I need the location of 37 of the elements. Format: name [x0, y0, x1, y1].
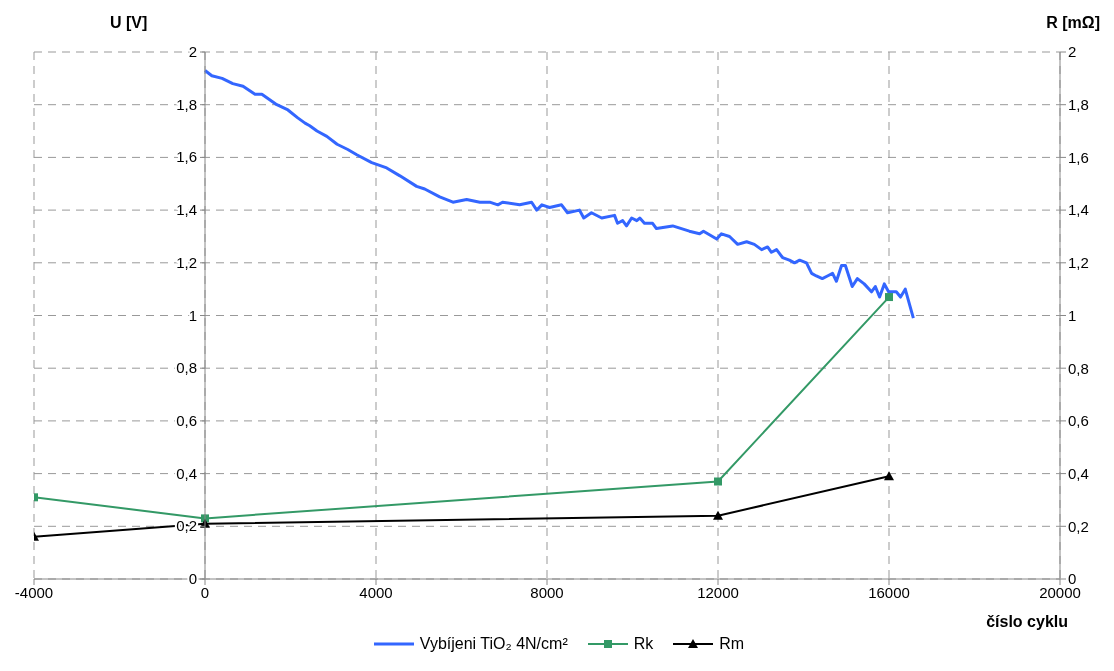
- y-axis-title: U [V]: [110, 14, 148, 32]
- x-tick-label: 16000: [868, 583, 910, 601]
- x-axis-title: číslo cyklu: [985, 613, 1069, 631]
- point: [714, 477, 722, 486]
- point: [713, 510, 723, 520]
- y-tick-label: 0,8: [176, 359, 197, 377]
- y2-tick-label: 2: [1068, 43, 1077, 61]
- legend-label: Rk: [633, 635, 654, 653]
- x-tick-label: 12000: [697, 583, 739, 601]
- x-tick-label: -4000: [14, 583, 54, 601]
- y2-tick-label: 0,4: [1068, 464, 1089, 482]
- y-tick-label: 0,4: [176, 464, 197, 482]
- y2-tick-label: 1,6: [1068, 148, 1089, 166]
- line-series: [203, 68, 915, 320]
- y-tick-label: 0,6: [176, 411, 197, 429]
- y-tick-label: 2: [188, 43, 197, 60]
- x-tick-label: 4000: [359, 583, 393, 601]
- y2-tick-label: 1,4: [1068, 201, 1089, 219]
- y-tick-label: 1,8: [176, 95, 197, 113]
- y-tick-label: 1: [188, 306, 197, 324]
- y2-tick-label: 0,8: [1068, 359, 1089, 377]
- y-tick-label: 1,6: [176, 148, 197, 166]
- y2-tick-label: 1,8: [1068, 96, 1089, 114]
- x-tick-label: 8000: [530, 583, 564, 601]
- point: [885, 293, 893, 302]
- y2-tick-label: 1: [1068, 306, 1077, 324]
- y2-tick-label: 0,2: [1068, 517, 1089, 535]
- y2-tick-label: 1,2: [1068, 254, 1089, 272]
- legend-label: Rm: [719, 635, 745, 653]
- y2-tick-label: 0,6: [1068, 412, 1089, 430]
- y-tick-label: 0: [188, 570, 197, 587]
- point: [884, 471, 894, 481]
- y-tick-label: 1,4: [176, 201, 197, 219]
- legend-label: Vybíjeni TiO₂ 4N/cm²: [419, 635, 568, 653]
- x-tick-label: 0: [200, 583, 210, 601]
- y2-axis-title: R [mΩ]: [1046, 14, 1100, 32]
- y-tick-label: 1,2: [176, 253, 197, 271]
